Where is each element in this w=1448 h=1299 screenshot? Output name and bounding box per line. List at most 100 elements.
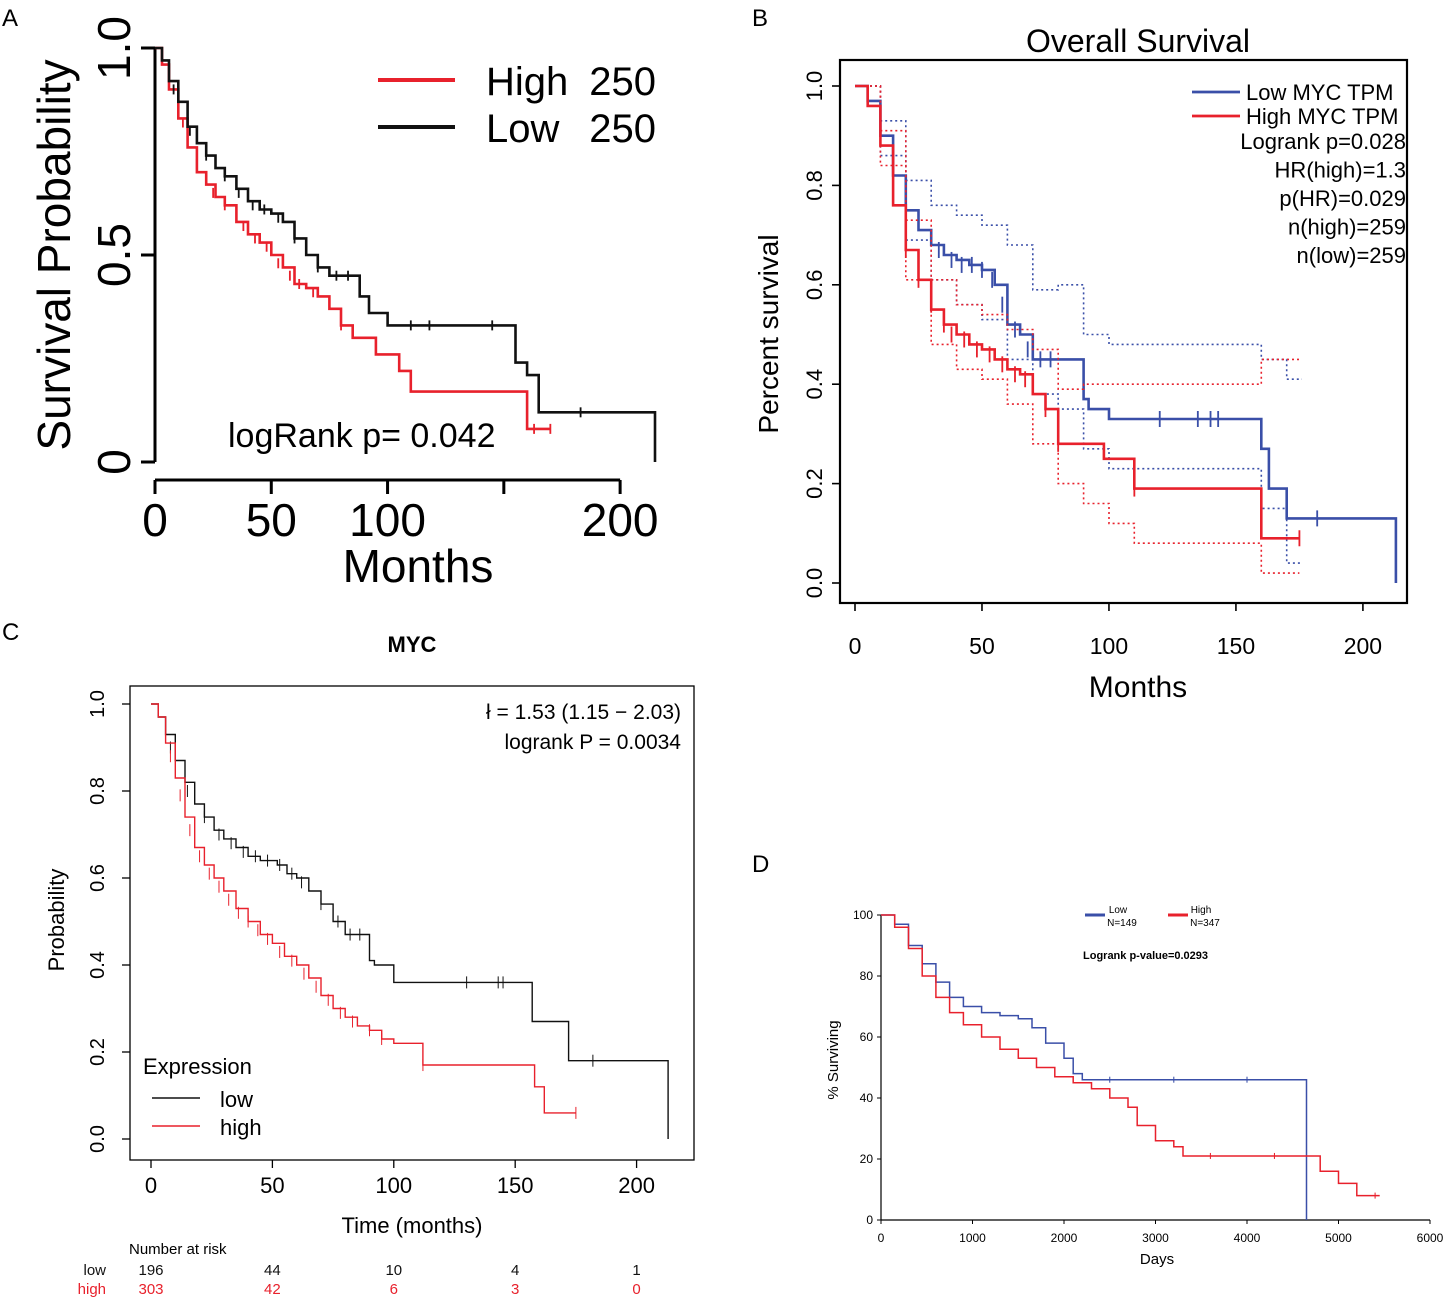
risk-row-label: low [83,1262,106,1279]
y-axis-title: % Surviving [825,1020,842,1099]
x-tick-label: 4000 [1234,1231,1261,1245]
x-tick-label: 150 [1217,633,1255,659]
x-tick-label: 2000 [1051,1231,1078,1245]
x-tick-label: 6000 [1417,1231,1444,1245]
series-high-line [881,914,1380,1197]
series-low-line [881,914,1308,1220]
risk-count: 10 [385,1262,402,1279]
legend-title: Expression [143,1054,252,1079]
x-tick-label: 0 [142,494,168,546]
risk-count: 3 [511,1281,519,1298]
legend-n-high: 250 [589,60,656,104]
x-tick-label: 200 [1344,633,1382,659]
stat-text: n(high)=259 [1288,215,1406,240]
y-tick-label: 0.6 [802,270,827,301]
y-tick-label: 100 [853,908,873,922]
x-tick-label: 200 [582,494,659,546]
x-tick-label: 1000 [959,1231,986,1245]
y-tick-label: 0.4 [87,951,109,979]
stat-text: n(low)=259 [1297,243,1406,268]
panel-letter-a: A [2,5,18,32]
series-high-myc-tpm-line [855,84,1300,540]
y-tick-label: 80 [860,969,874,983]
risk-count: 44 [264,1262,281,1279]
x-tick-label: 200 [618,1173,655,1198]
y-tick-label: 1.0 [88,16,140,80]
legend-label: High [1191,905,1212,916]
risk-count: 303 [138,1281,163,1298]
y-tick-label: 0.4 [802,369,827,400]
risk-row-label: high [78,1281,106,1298]
series-high-myc-tpm-ci-lower-line [855,85,1300,574]
x-tick-label: 0 [878,1231,885,1245]
series-low-line [155,46,657,462]
x-tick-label: 0 [849,633,862,659]
y-tick-label: 0.2 [802,468,827,499]
series-low-myc-tpm-ci-lower-line [855,85,1302,564]
y-axis-title: Percent survival [753,234,784,433]
chart-title: Overall Survival [1026,23,1250,59]
logrank-annotation: Logrank p-value=0.0293 [1083,950,1208,962]
y-tick-label: 0.5 [88,223,140,287]
x-axis-title: Months [343,540,494,592]
x-tick-label: 150 [497,1173,534,1198]
stat-text: p(HR)=0.029 [1279,186,1406,211]
legend-label-low: Low [486,107,559,151]
y-axis-title: Survival Probability [28,59,80,450]
plot-frame [838,58,1409,605]
risk-table-title: Number at risk [129,1241,227,1258]
y-tick-label: 0.8 [802,170,827,201]
x-axis-title: Months [1089,671,1187,704]
y-tick-label: 60 [860,1030,874,1044]
risk-count: 6 [390,1281,398,1298]
x-tick-label: 50 [969,633,995,659]
risk-count: 1 [632,1262,640,1279]
x-tick-label: 100 [1090,633,1128,659]
plot-frame [129,685,695,1161]
y-tick-label: 0 [866,1213,873,1227]
legend-label: high [220,1115,262,1140]
risk-count: 0 [632,1281,640,1298]
x-tick-label: 100 [349,494,426,546]
x-axis-title: Time (months) [342,1213,483,1238]
y-tick-label: 20 [860,1152,874,1166]
risk-count: 4 [511,1262,519,1279]
x-tick-label: 5000 [1325,1231,1352,1245]
x-tick-label: 0 [145,1173,157,1198]
y-tick-label: 1.0 [87,690,109,718]
series-low-line [151,703,669,1139]
x-tick-label: 3000 [1142,1231,1169,1245]
legend-n: N=347 [1190,918,1220,929]
logrank-annotation: logRank p= 0.042 [228,417,495,455]
panel-b-chart: Overall Survival 0.0 0.2 0.4 0.6 0.8 1.0 0 50 100… [753,23,1409,704]
chart-title: MYC [388,632,437,657]
series-high-line [151,703,576,1114]
panel-a-chart: 0 0.5 1.0 0 50 100 200 Months Survival Probabili… [28,16,658,592]
series-low-myc-tpm-ci-upper-line [855,85,1302,380]
risk-count: 42 [264,1281,281,1298]
y-tick-label: 0.2 [87,1038,109,1066]
x-tick-label: 50 [260,1173,284,1198]
legend-label-high: High [486,60,568,104]
series-high-line [155,46,551,431]
x-tick-label: 50 [246,494,297,546]
legend-label: Low [1109,905,1128,916]
y-tick-label: 0 [88,449,140,475]
stat-text: Logrank p=0.028 [1240,129,1406,154]
legend-n-low: 250 [589,107,656,151]
y-tick-label: 1.0 [802,71,827,102]
legend-n: N=149 [1107,918,1137,929]
y-tick-label: 0.0 [87,1125,109,1153]
y-tick-label: 0.6 [87,864,109,892]
y-tick-label: 0.0 [802,568,827,599]
panel-letter-c: C [2,619,19,646]
legend-label: Low MYC TPM [1246,80,1394,105]
panel-letter-b: B [752,5,768,32]
panel-letter-d: D [752,851,769,878]
y-axis-title: Probability [44,869,69,972]
x-axis-title: Days [1140,1251,1174,1268]
hazard-ratio-text: ł = 1.53 (1.15 − 2.03) [486,701,681,724]
logrank-text: logrank P = 0.0034 [504,731,681,754]
